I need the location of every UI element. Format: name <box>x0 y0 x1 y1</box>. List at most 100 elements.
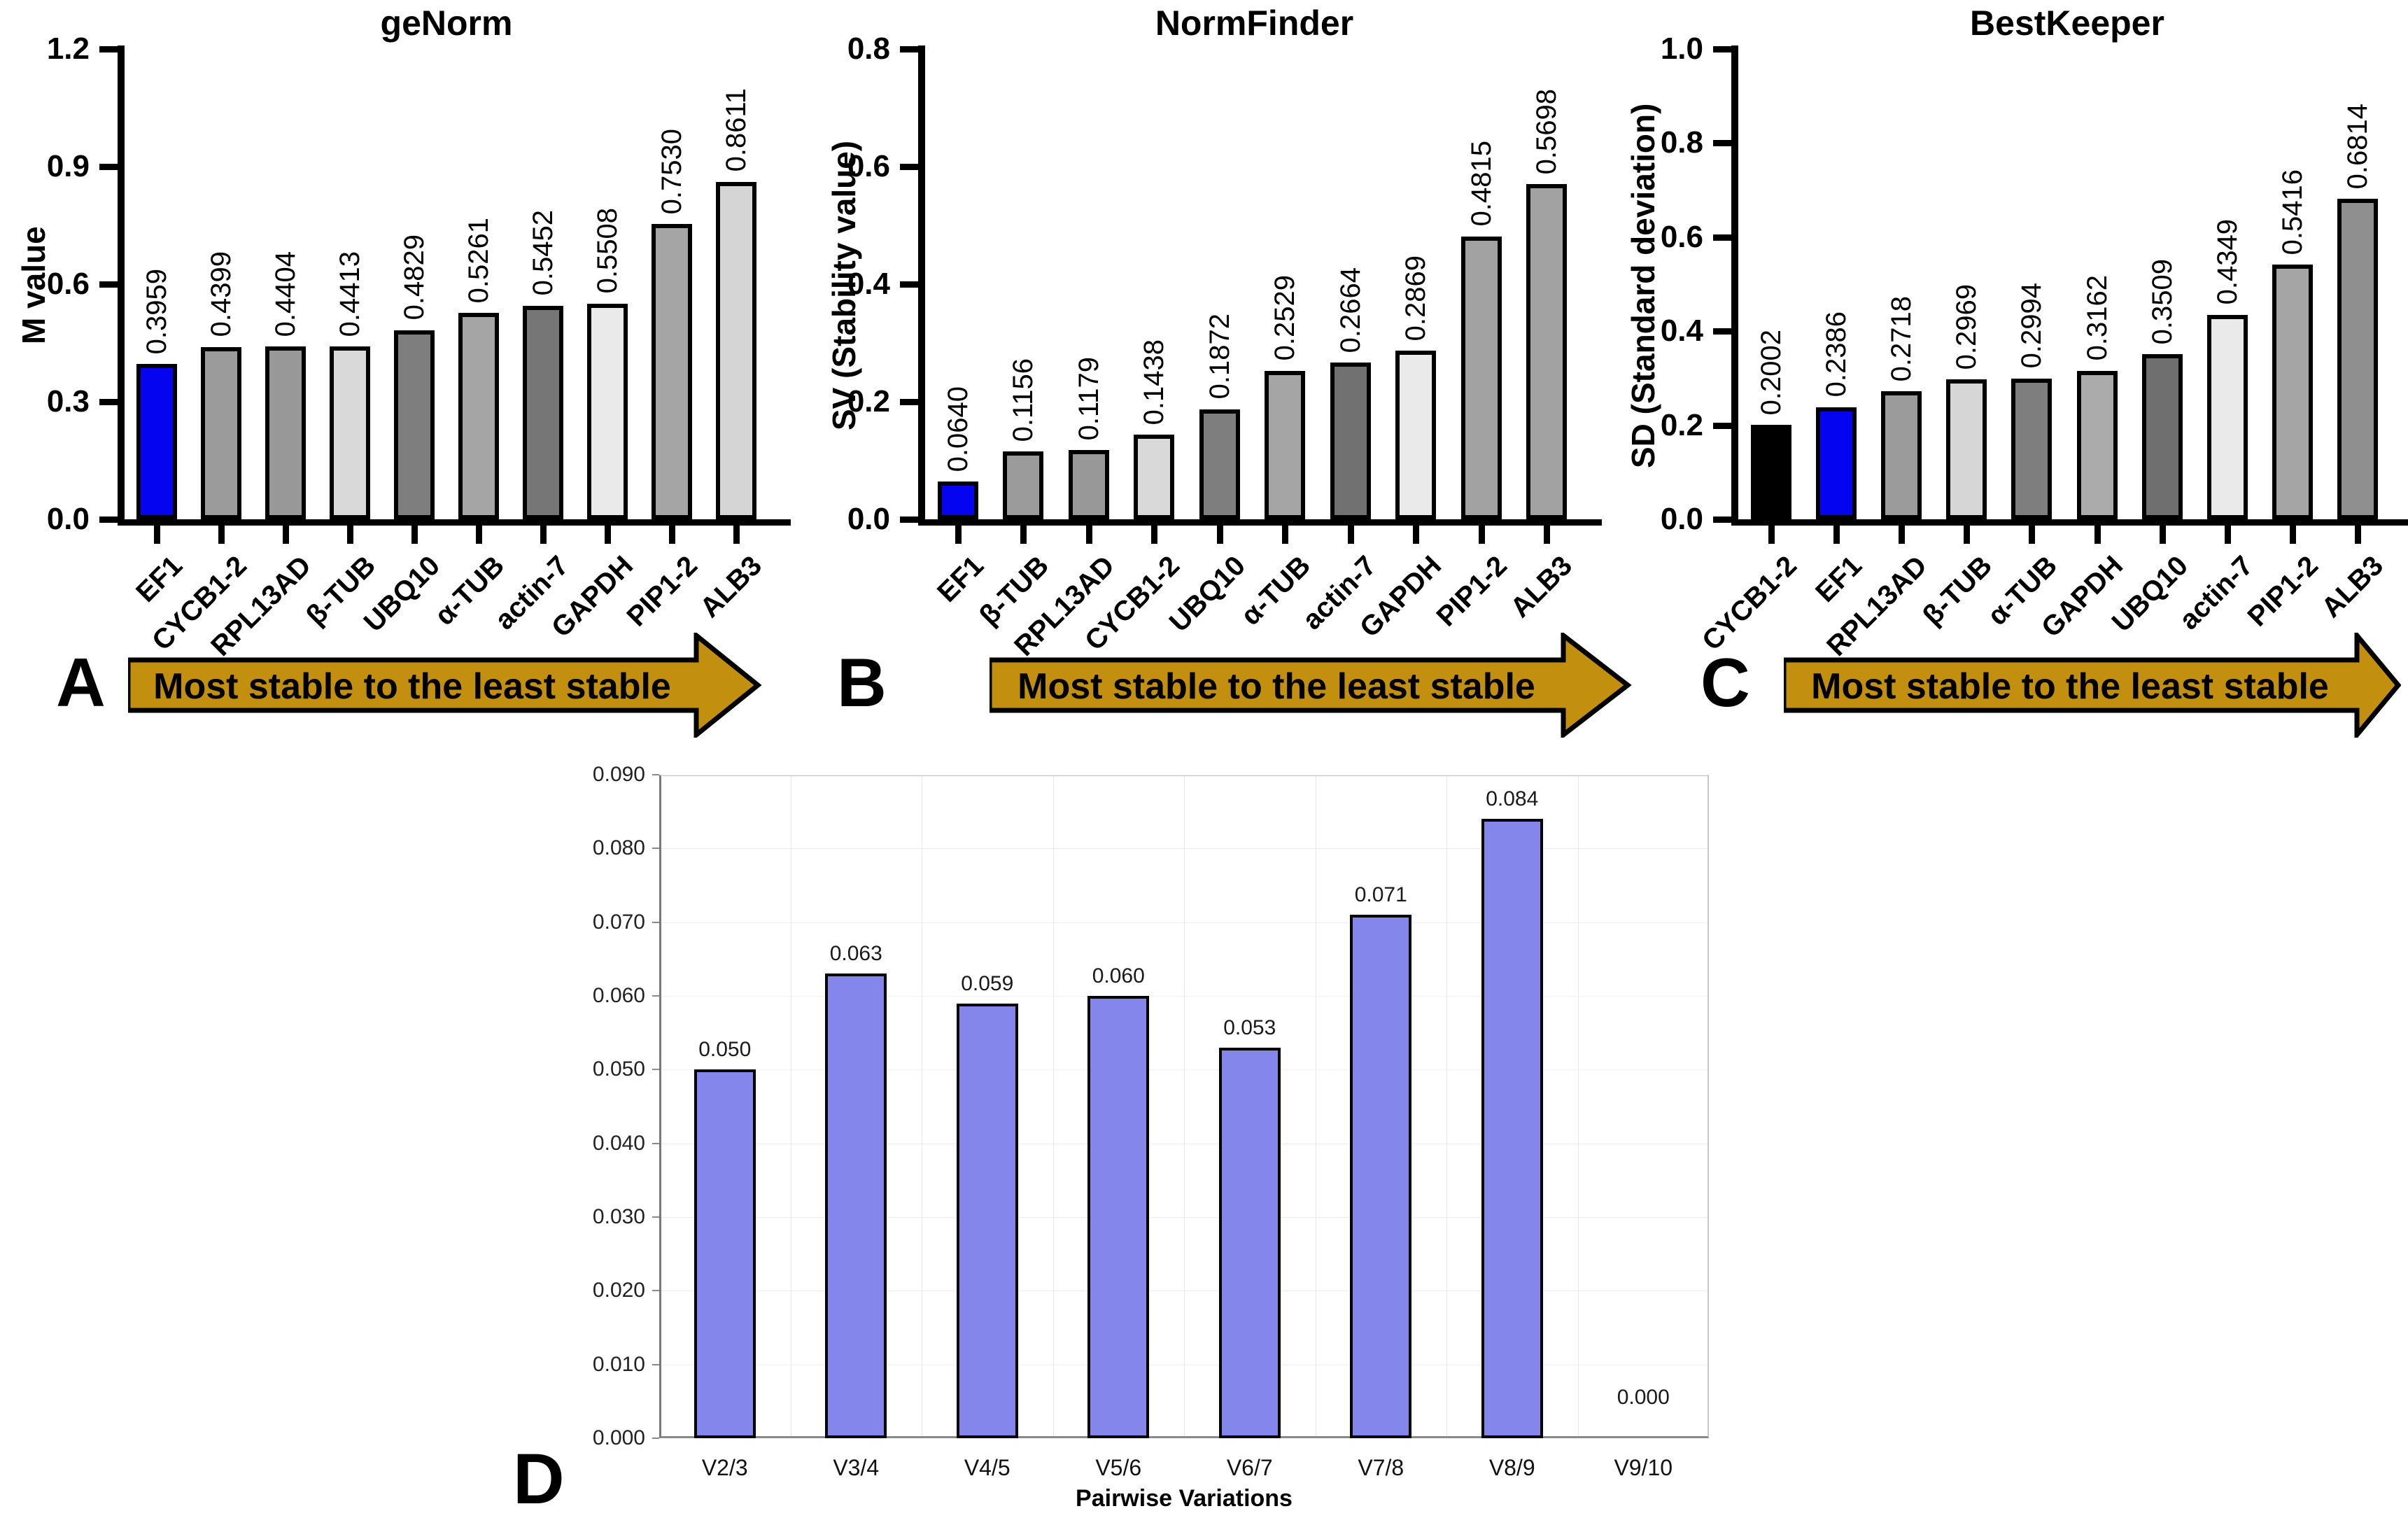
y-tick <box>1713 516 1731 523</box>
y-tick <box>1713 234 1731 241</box>
y-tick-label: 0.2 <box>1660 407 1703 442</box>
bar <box>2141 354 2183 519</box>
bar <box>652 224 692 519</box>
x-tick <box>1899 526 1905 544</box>
panel-label-d: D <box>513 1439 565 1519</box>
y-tick-label: 0.2 <box>847 384 890 419</box>
bar-value-label: 0.8611 <box>721 88 752 172</box>
y-tick-label: 0.000 <box>592 1426 645 1449</box>
y-axis-title-sd: SD (Standard deviation) <box>1625 103 1661 468</box>
y-tick-label: 0.8 <box>847 31 890 66</box>
bar-value-label: 0.063 <box>829 942 882 966</box>
bar <box>2076 370 2118 519</box>
bar-value-label: 0.2869 <box>1400 255 1432 342</box>
y-tick-label: 0.060 <box>592 984 645 1007</box>
x-tick <box>2225 526 2231 544</box>
x-tick <box>605 526 611 544</box>
bar-value-label: 0.3162 <box>2081 275 2113 361</box>
bar <box>1087 996 1150 1438</box>
x-tick <box>1478 526 1485 544</box>
y-tick-label: 0.6 <box>1660 219 1703 254</box>
bar <box>1481 819 1543 1438</box>
x-category-label: V9/10 <box>1614 1455 1673 1480</box>
y-tick <box>652 774 659 775</box>
x-tick <box>733 526 740 544</box>
stability-arrow-c: Most stable to the least stable <box>1784 633 2401 738</box>
x-tick <box>1768 526 1775 544</box>
x-category-label: V2/3 <box>701 1455 748 1480</box>
bar <box>1199 409 1240 519</box>
bar-value-label: 0.2994 <box>2016 283 2048 369</box>
y-tick-label: 0.040 <box>592 1131 645 1155</box>
bar <box>1068 449 1109 519</box>
v-gridline <box>1184 776 1185 1436</box>
bar <box>1460 236 1502 519</box>
bar <box>956 1003 1018 1438</box>
x-tick <box>2290 526 2297 544</box>
y-tick-label: 0.030 <box>592 1205 645 1228</box>
bar-value-label: 0.2718 <box>1886 296 1917 382</box>
bar-value-label: 0.2386 <box>1820 311 1852 398</box>
x-category-label: V7/8 <box>1358 1455 1404 1480</box>
x-tick <box>2355 526 2362 544</box>
y-axis <box>918 45 925 526</box>
bar-value-label: 0.3959 <box>141 268 172 355</box>
bar-value-label: 0.4815 <box>1465 141 1497 227</box>
y-tick-label: 0.0 <box>46 502 90 536</box>
y-tick <box>652 921 659 923</box>
x-tick <box>955 526 962 544</box>
y-tick-label: 1.0 <box>1660 31 1703 66</box>
y-axis <box>1731 45 1738 526</box>
bar <box>523 305 563 519</box>
bar-value-label: 0.4404 <box>270 251 301 337</box>
y-tick <box>900 164 918 170</box>
arrow-label: Most stable to the least stable <box>153 666 671 707</box>
x-tick <box>283 526 289 544</box>
x-tick <box>1216 526 1223 544</box>
x-category-label: V3/4 <box>833 1455 880 1480</box>
x-tick <box>1413 526 1420 544</box>
bar <box>1265 370 1306 519</box>
y-tick-label: 0.8 <box>1660 125 1703 160</box>
bar-value-label: 0.5261 <box>463 218 494 304</box>
bar-value-label: 0.6814 <box>2342 103 2374 190</box>
y-tick <box>652 1438 659 1439</box>
x-tick <box>669 526 675 544</box>
x-tick <box>1544 526 1551 544</box>
y-tick <box>900 399 918 405</box>
y-tick-label: 0.010 <box>592 1352 645 1376</box>
bar-value-label: 0.053 <box>1223 1016 1276 1039</box>
y-tick <box>99 516 118 523</box>
x-tick <box>218 526 225 544</box>
x-category-label: V4/5 <box>964 1455 1011 1480</box>
y-tick <box>652 1142 659 1144</box>
y-tick-label: 0.070 <box>592 910 645 934</box>
bar <box>1330 363 1371 519</box>
bar-value-label: 0.1872 <box>1204 314 1235 400</box>
y-tick-label: 0.9 <box>46 149 90 183</box>
bar <box>265 346 306 519</box>
chart-title-bestkeeper: BestKeeper <box>1970 3 2164 43</box>
y-tick-label: 0.0 <box>847 502 890 536</box>
bar <box>2011 378 2053 519</box>
x-tick <box>154 526 160 544</box>
x-tick <box>476 526 482 544</box>
y-tick-label: 0.4 <box>1660 314 1703 349</box>
bar <box>937 482 978 519</box>
bar-value-label: 0.5508 <box>592 208 623 294</box>
y-tick-label: 0.4 <box>847 267 890 301</box>
y-tick <box>652 995 659 997</box>
bar <box>201 346 241 519</box>
x-tick <box>1085 526 1092 544</box>
bar <box>2207 314 2248 519</box>
bar <box>1526 184 1568 519</box>
bar <box>1134 435 1175 519</box>
x-tick <box>1964 526 1971 544</box>
arrow-label: Most stable to the least stable <box>1811 666 2329 707</box>
x-axis <box>1731 519 2408 526</box>
y-tick <box>652 848 659 850</box>
y-tick-label: 0.6 <box>46 267 90 301</box>
bar <box>825 974 887 1438</box>
bar-value-label: 0.4349 <box>2212 219 2243 305</box>
